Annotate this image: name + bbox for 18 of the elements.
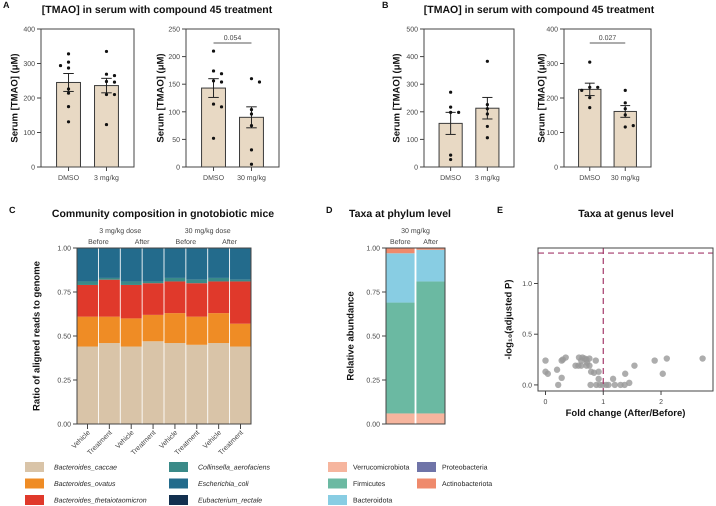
text: D — [326, 205, 333, 215]
chart-title: Taxa at genus level — [578, 208, 674, 220]
text: E — [497, 205, 504, 215]
y-axis-title: -log₁₀(adjusted P) — [503, 280, 514, 360]
text: [TMAO] in serum with compound 45 treatment — [424, 4, 655, 16]
text: B — [382, 0, 389, 10]
y-axis-title: Serum [TMAO] (μM) — [391, 53, 402, 143]
chart-title: Taxa at phylum level — [349, 208, 452, 220]
text: [TMAO] in serum with compound 45 treatment — [42, 4, 273, 16]
text: A — [3, 0, 10, 10]
text: C — [9, 205, 16, 215]
y-axis-title: Serum [TMAO] (μM) — [155, 53, 166, 143]
y-axis-title: Serum [TMAO] (μM) — [536, 53, 548, 143]
y-axis-title: Relative abundance — [345, 291, 356, 381]
y-axis-title: Serum [TMAO] (μM) — [9, 53, 20, 143]
y-axis-title: Ratio of aligned reads to genome — [31, 261, 42, 411]
x-axis-title: Fold change (After/Before) — [566, 408, 686, 419]
chart-title: Community composition in gnotobiotic mice — [52, 208, 274, 220]
